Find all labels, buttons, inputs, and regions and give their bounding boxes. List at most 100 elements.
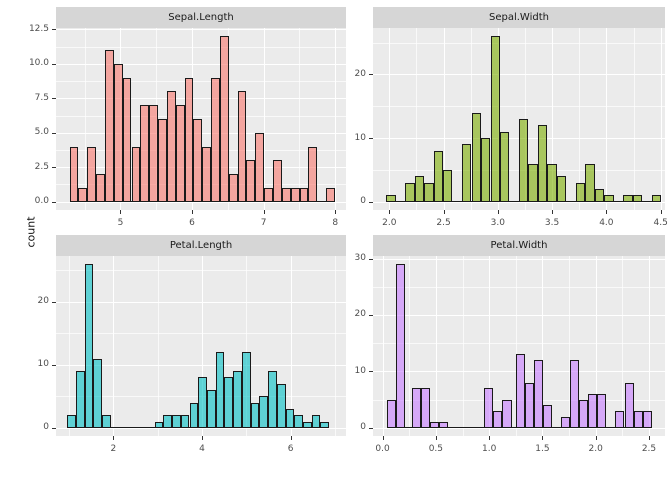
histogram-bar (228, 174, 238, 202)
histogram-bar (594, 189, 605, 202)
histogram-bar (163, 415, 173, 428)
x-axis-tick (435, 436, 437, 440)
x-axis-tick-label: 2.0 (588, 444, 603, 454)
histogram-bar (299, 187, 309, 202)
histogram-bar (570, 360, 580, 428)
histogram-bar (326, 187, 335, 202)
gridline-major-x (335, 28, 337, 210)
histogram-bar (405, 182, 415, 202)
histogram-bar (615, 410, 625, 428)
histogram-bar (246, 160, 256, 202)
y-axis-tick (369, 201, 373, 203)
histogram-bar (219, 36, 229, 202)
y-axis-tick (369, 138, 373, 140)
y-axis-tick-label: 10 (354, 365, 366, 376)
gridline-minor-y (56, 270, 346, 272)
gridline-minor-x (569, 256, 571, 436)
gridline-major-x (595, 256, 597, 436)
x-axis-tick-label: 2 (110, 444, 117, 454)
histogram-bar (537, 125, 548, 202)
x-axis-tick (660, 210, 662, 214)
y-axis-tick (369, 371, 373, 373)
y-axis-tick (52, 364, 56, 366)
histogram-bar (430, 422, 440, 428)
x-axis-tick (443, 210, 445, 214)
histogram-bar (67, 415, 77, 428)
x-axis-tick-label: 1.5 (535, 444, 550, 454)
gridline-major-y (56, 63, 346, 65)
histogram-bar (211, 77, 220, 202)
histogram-bar (172, 415, 181, 428)
y-axis-tick-label: 0 (360, 422, 366, 433)
y-axis-tick-label: 2.5 (34, 161, 49, 172)
histogram-bar (140, 105, 150, 202)
y-axis-title: count (24, 216, 38, 248)
histogram-bar (585, 163, 595, 202)
facet-petal-length: Petal.Length 0 10 20 2 4 6 (38, 235, 346, 454)
histogram-bar (396, 264, 406, 428)
histogram-bar (198, 377, 207, 428)
histogram-bar (76, 371, 85, 428)
histogram-bar (250, 402, 260, 428)
gridline-major-y (373, 258, 665, 260)
gridline-major-x (649, 256, 650, 436)
histogram-bar (414, 176, 424, 202)
histogram-bar (490, 36, 500, 202)
gridline-major-x (201, 256, 203, 436)
facet-title: Sepal.Length (168, 12, 234, 23)
histogram-bar (547, 163, 557, 202)
histogram-bar (597, 393, 607, 428)
panel-plot-area (56, 28, 346, 210)
histogram-bar (575, 182, 586, 202)
histogram-bar (623, 195, 633, 202)
gridline-minor-x (515, 256, 517, 436)
histogram-bar (87, 146, 97, 202)
histogram-bar (272, 160, 282, 202)
histogram-bar (519, 119, 529, 202)
histogram-bar (193, 119, 203, 202)
gridline-minor-y (373, 286, 665, 288)
x-axis-tick-label: 1.0 (481, 444, 497, 454)
histogram-bar (632, 195, 643, 202)
x-axis-tick (649, 436, 650, 440)
histogram-bar (259, 396, 269, 428)
facet-strip: Petal.Width (373, 235, 665, 256)
gridline-major-y (373, 427, 665, 429)
histogram-bar (113, 63, 123, 202)
gridline-minor-y (373, 106, 665, 108)
y-axis-tick (369, 258, 373, 260)
x-axis-tick (497, 210, 499, 214)
histogram-bar (149, 105, 159, 202)
y-axis-tick-label: 5.0 (34, 127, 49, 138)
x-axis-tick (263, 210, 265, 214)
histogram-bar (320, 421, 330, 428)
y-axis-tick-label: 7.5 (34, 92, 49, 103)
y-axis-tick (52, 167, 56, 169)
y-axis-tick-label: 20 (354, 309, 366, 320)
x-axis-tick (192, 210, 194, 214)
histogram-bar (233, 371, 242, 428)
histogram-bar (556, 176, 567, 202)
x-axis-tick-label: 4 (199, 444, 205, 454)
histogram-bar (524, 382, 534, 428)
histogram-bar (206, 390, 216, 428)
histogram-bar (484, 388, 494, 428)
facet-sepal-length: Sepal.Length 0.0 2.5 5.0 7.5 10.0 12.5 5 6 7 8 (29, 7, 346, 228)
histogram-bar (515, 354, 525, 428)
y-axis-tick (52, 98, 56, 100)
gridline-major-x (382, 256, 384, 436)
histogram-bar (69, 146, 79, 202)
x-axis-tick-label: 2.5 (436, 218, 451, 228)
x-axis-tick-label: 6 (189, 218, 195, 228)
histogram-bar (281, 187, 291, 202)
y-axis-tick (52, 29, 56, 31)
gridline-major-x (489, 256, 491, 436)
y-axis-tick (52, 63, 56, 65)
histogram-bar (439, 422, 449, 428)
histogram-bar (268, 371, 277, 428)
histogram-bar (285, 408, 295, 428)
gridline-major-y (373, 314, 665, 316)
x-axis-tick-label: 3.0 (490, 218, 505, 228)
gridline-major-y (56, 98, 346, 100)
x-axis-tick (201, 436, 203, 440)
